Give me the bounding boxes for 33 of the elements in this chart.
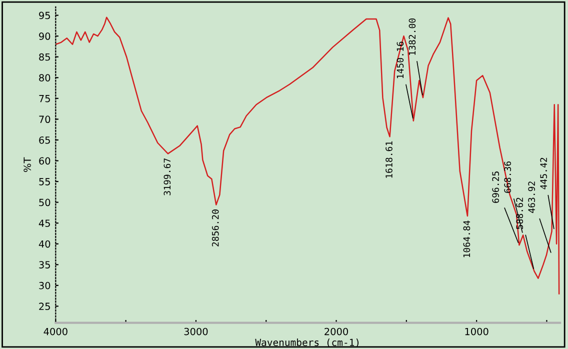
line-series [56, 16, 560, 294]
x-tick-label: 4000 [44, 328, 68, 336]
annotation: 3199.67 [164, 158, 171, 196]
annotation: 1618.61 [386, 141, 392, 178]
x-tick-label: 2000 [324, 328, 348, 336]
annotation: 1450.16 [396, 42, 404, 78]
x-tick-label: 3000 [184, 328, 208, 336]
y-tick-label: 70 [39, 116, 50, 124]
y-tick-label: 35 [39, 261, 50, 268]
y-tick-label: 55 [39, 178, 50, 186]
y-tick-label: 60 [39, 157, 50, 165]
annotation: 463.92 [528, 182, 536, 213]
y-tick-label: 25 [39, 302, 50, 310]
y-tick-label: 90 [39, 32, 50, 40]
y-tick-label: 30 [39, 282, 50, 290]
annotation: 2856.20 [212, 210, 219, 246]
x-tick-label: 1000 [465, 328, 488, 336]
y-tick-label: 45 [38, 220, 50, 227]
y-tick-label: 40 [38, 240, 50, 248]
annotation: 668.36 [504, 161, 512, 193]
y-tick-label: 75 [39, 95, 50, 102]
annotation: 445.42 [540, 158, 548, 190]
y-tick-label: 65 [39, 136, 50, 144]
annotation: 1064.84 [463, 220, 470, 258]
y-axis-title: %T [24, 157, 31, 172]
annotation: 696.25 [492, 172, 500, 203]
annotation: 588.62 [516, 198, 524, 229]
y-tick-label: 80 [39, 74, 50, 82]
annotation: 1382.00 [408, 18, 416, 55]
y-tick-label: 95 [39, 12, 50, 20]
y-tick-label: 50 [39, 198, 50, 206]
x-axis-title: Wavenumbers (cm-1) [255, 338, 359, 348]
y-tick-label: 85 [39, 53, 50, 61]
